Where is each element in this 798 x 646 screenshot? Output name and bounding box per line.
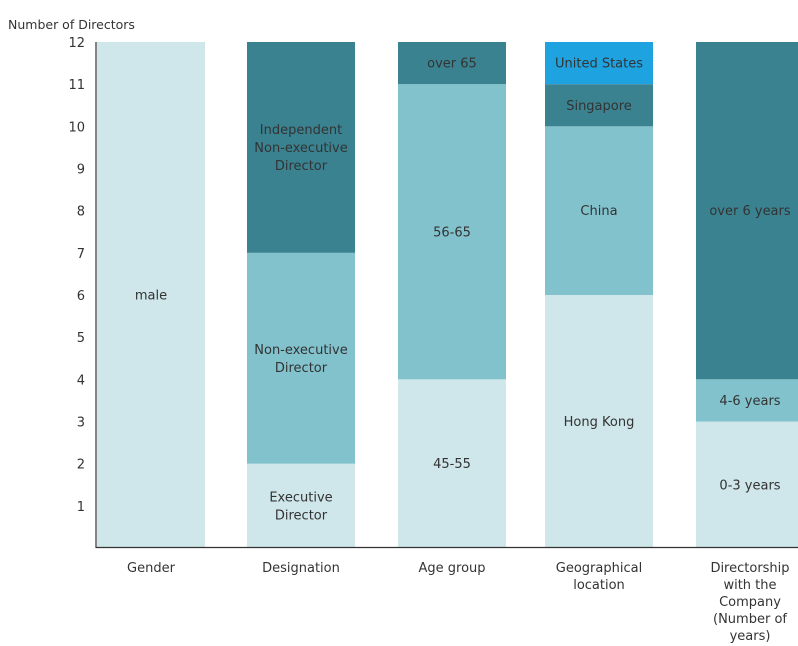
bar-segment-designation-executive-director bbox=[247, 463, 355, 548]
y-tick-label: 4 bbox=[77, 373, 85, 388]
segment-label-line: Independent bbox=[260, 123, 342, 138]
bar-segment-age-group-45-55 bbox=[398, 379, 506, 548]
y-tick-label: 12 bbox=[68, 36, 85, 51]
segment-label-line: Hong Kong bbox=[564, 415, 635, 430]
segment-label-line: Director bbox=[275, 159, 328, 174]
x-category-label-line: years) bbox=[730, 629, 771, 644]
x-category-label: Age group bbox=[418, 561, 485, 576]
segment-label-line: 0-3 years bbox=[719, 478, 780, 493]
segment-label-line: Non-executive bbox=[254, 343, 347, 358]
segment-label-56-65: 56-65 bbox=[433, 225, 471, 240]
segment-label-china: China bbox=[580, 204, 617, 219]
y-tick-label: 6 bbox=[77, 289, 85, 304]
segment-label-line: over 65 bbox=[427, 57, 477, 72]
x-category-label-line: Directorship bbox=[710, 561, 789, 576]
segment-label-45-55: 45-55 bbox=[433, 457, 471, 472]
segment-label-line: Executive bbox=[269, 490, 332, 505]
segment-label-line: 4-6 years bbox=[719, 394, 780, 409]
segment-label-executive-director: Executive Director bbox=[269, 490, 332, 523]
y-axis-title: Number of Directors bbox=[8, 17, 135, 32]
x-category-label-line: Geographical bbox=[556, 561, 642, 576]
x-category-label: Designation bbox=[262, 561, 340, 576]
bar-segment-age-group-56-65 bbox=[398, 84, 506, 380]
segment-label-line: Director bbox=[275, 361, 328, 376]
y-tick-label: 9 bbox=[77, 163, 85, 178]
segment-label-non-executive-director: Non-executive Director bbox=[254, 343, 347, 376]
bars-group: male Executive Director Non-executive Direct… bbox=[97, 42, 798, 548]
x-category-label-line: Designation bbox=[262, 561, 340, 576]
x-category-label-line: Company bbox=[719, 595, 781, 610]
y-tick-label: 10 bbox=[68, 120, 85, 135]
bar-segment-geographical-locatio-singapore bbox=[545, 84, 653, 127]
bar-segment-gender-male bbox=[97, 42, 205, 548]
segment-label-line: China bbox=[580, 204, 617, 219]
x-category-label: Geographical location bbox=[556, 561, 642, 593]
bar-segment-geographical-locatio-hong-kong bbox=[545, 295, 653, 548]
segment-label-united-states: United States bbox=[555, 57, 643, 72]
segment-label-line: Non-executive bbox=[254, 141, 347, 156]
segment-label-singapore: Singapore bbox=[566, 99, 632, 114]
segment-label-line: male bbox=[135, 289, 167, 304]
bar-segment-designation-non-executive-director bbox=[247, 252, 355, 464]
x-category-label: Gender bbox=[127, 561, 176, 576]
y-tick-label: 3 bbox=[77, 416, 85, 431]
segment-label-0-3-years: 0-3 years bbox=[719, 478, 780, 493]
y-tick-label: 8 bbox=[77, 205, 85, 220]
y-tick-label: 7 bbox=[77, 247, 85, 262]
x-category-label-line: (Number of bbox=[713, 612, 787, 627]
bar-segment-directorship-with-th-0-3-years bbox=[696, 421, 798, 548]
segment-label-hong-kong: Hong Kong bbox=[564, 415, 635, 430]
x-axis-categories: Gender Designation Age group Geographical lo… bbox=[127, 561, 790, 644]
segment-label-independent-non-executive-director: Independent Non-executive Director bbox=[254, 123, 347, 174]
segment-label-line: Director bbox=[275, 508, 328, 523]
bar-segment-directorship-with-th-over-6-years bbox=[696, 42, 798, 380]
segment-label-male: male bbox=[135, 289, 167, 304]
bar-segment-geographical-locatio-united-states bbox=[545, 42, 653, 85]
y-tick-label: 11 bbox=[68, 78, 85, 93]
y-tick-label: 5 bbox=[77, 331, 85, 346]
segment-label-line: United States bbox=[555, 57, 643, 72]
x-category-label: Directorship with the Company (Number of yea… bbox=[710, 561, 789, 644]
segment-label-over-65: over 65 bbox=[427, 57, 477, 72]
bar-segment-directorship-with-th-4-6-years bbox=[696, 379, 798, 422]
segment-label-line: 56-65 bbox=[433, 225, 471, 240]
bar-segment-geographical-locatio-china bbox=[545, 126, 653, 295]
y-tick-label: 1 bbox=[77, 500, 85, 515]
bar-segment-designation-independent-non-executive-director bbox=[247, 42, 355, 253]
bar-segment-age-group-over-65 bbox=[398, 42, 506, 85]
segment-label-over-6-years: over 6 years bbox=[709, 204, 791, 219]
y-tick-label: 2 bbox=[77, 458, 85, 473]
segment-label-4-6-years: 4-6 years bbox=[719, 394, 780, 409]
segment-label-line: over 6 years bbox=[709, 204, 791, 219]
x-category-label-line: location bbox=[573, 578, 625, 593]
segment-label-line: 45-55 bbox=[433, 457, 471, 472]
segment-label-line: Singapore bbox=[566, 99, 632, 114]
x-category-label-line: with the bbox=[723, 578, 776, 593]
x-category-label-line: Age group bbox=[418, 561, 485, 576]
x-category-label-line: Gender bbox=[127, 561, 176, 576]
